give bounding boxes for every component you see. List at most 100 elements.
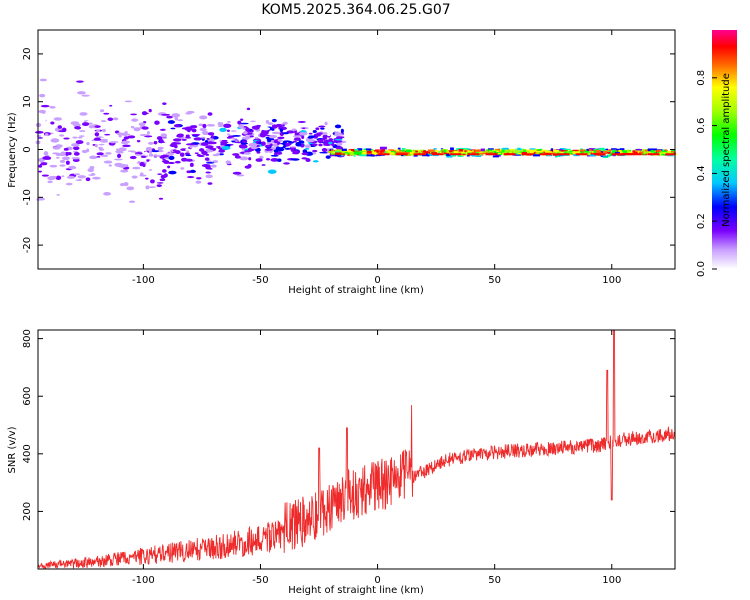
spectrogram-cell (302, 149, 308, 154)
spectrogram-cell (72, 136, 78, 139)
x-tick-label: 50 (488, 275, 501, 286)
spectrogram-cell (502, 147, 509, 150)
spectrogram-cell (65, 182, 73, 186)
spectrogram-cell (349, 152, 354, 155)
spectrogram-cell (56, 194, 61, 196)
spectrogram-cell (72, 158, 80, 162)
spectrogram-cell (105, 152, 112, 155)
spectrogram-cell (644, 149, 648, 152)
spectrogram-cell (174, 116, 179, 121)
spectrogram-cell (317, 138, 324, 144)
spectrogram-cell (47, 180, 53, 184)
spectrogram-cell (637, 150, 641, 154)
spectrogram-cell (94, 125, 101, 128)
spectrogram-cell (232, 153, 240, 156)
spectrogram-cell (129, 155, 137, 160)
spectrogram-cell (264, 144, 271, 148)
spectrogram-cell (117, 153, 122, 159)
spectrogram-cell (122, 144, 131, 148)
spectrogram-cell (68, 165, 77, 170)
spectrogram-cell (57, 125, 62, 129)
spectrogram-cell (59, 134, 65, 137)
spectrogram-cell (86, 148, 90, 153)
spectrogram-cell (207, 182, 213, 185)
spectrogram-cell (221, 137, 228, 141)
spectrogram-cell (471, 151, 476, 155)
spectrogram-cell (210, 135, 215, 139)
spectrogram-cell (471, 149, 477, 152)
snr-x-label: Height of straight line (km) (288, 585, 424, 596)
spectrogram-cell (191, 150, 201, 153)
spectrogram-cell (460, 151, 465, 154)
spectrogram-cell (322, 132, 328, 136)
spectrogram-cell (612, 154, 616, 157)
spectrogram-cell (389, 151, 395, 153)
y-tick-label: 20 (22, 48, 33, 61)
spectrogram-cell (201, 130, 209, 135)
spectrogram-cell (169, 143, 178, 148)
spectrogram-cell (241, 140, 247, 143)
spectrogram-cell (219, 127, 227, 132)
colorbar-label: Normalized spectral amplitude (721, 73, 732, 227)
spectrogram-cell (583, 149, 588, 152)
spectrogram-cell (278, 144, 284, 148)
spectrogram-cell (470, 151, 474, 153)
spectrogram-cell (366, 154, 373, 157)
spectrogram-cell (34, 130, 44, 134)
spectrogram-cell (73, 163, 78, 166)
spectrogram-cell (176, 134, 184, 138)
spectrogram-cell (281, 124, 286, 127)
spectrogram-cell (277, 136, 285, 140)
spectrogram-cell (635, 148, 642, 151)
spectrogram-cell (63, 137, 70, 140)
spectrogram-cell (409, 151, 414, 154)
spectrogram-cell (504, 150, 508, 153)
spectrogram-cell (492, 150, 500, 153)
spectrogram-cell (448, 150, 454, 153)
spectrogram-cell (545, 151, 552, 153)
spectrogram-cell (240, 122, 249, 125)
spectrogram-cell (374, 153, 377, 157)
spectrogram-cell (354, 152, 361, 155)
spectrogram-cell (193, 137, 202, 141)
spectrogram-cell (569, 150, 573, 152)
spectrogram-cell (187, 130, 191, 133)
spectrogram-cell (359, 154, 366, 157)
spectrogram-cell (100, 140, 109, 143)
x-tick-label: 0 (374, 575, 380, 586)
spectrogram-cell (116, 148, 120, 151)
spectrogram-cell (242, 130, 248, 135)
spectrogram-cell (120, 169, 129, 173)
spectrogram-cell (460, 149, 468, 153)
spectrogram-cell (607, 149, 613, 151)
y-tick-label: -10 (22, 189, 33, 205)
spectrogram-cell (159, 139, 164, 143)
spectrogram-cell (120, 116, 129, 120)
spectrogram-cell (293, 137, 301, 141)
spectrogram-cell (185, 143, 195, 146)
spectrogram-cell (450, 147, 454, 151)
spectrogram-cell (227, 133, 231, 136)
spectrogram-cell (206, 123, 216, 127)
spectrogram-cell (88, 125, 95, 129)
x-tick-label: 0 (374, 275, 380, 286)
spectrogram-cell (37, 137, 43, 139)
spectrogram-cell (189, 169, 196, 173)
spectrogram-cell (270, 158, 279, 162)
spectrogram-cell (100, 109, 105, 113)
spectrogram-cell (312, 160, 319, 163)
spectrogram-cell (492, 155, 499, 158)
spectrogram-cell (419, 149, 425, 152)
spectrogram-cell (108, 164, 112, 167)
spectrogram-cell (292, 150, 300, 155)
spectrogram-cell (189, 162, 194, 167)
spectrogram-cell (341, 148, 347, 151)
spectrogram-cell (39, 93, 46, 98)
x-tick-label: 50 (488, 575, 501, 586)
spectrogram-cell (423, 150, 427, 153)
spectrogram-cell (273, 140, 278, 143)
spectrogram-cell (482, 151, 489, 153)
y-tick-label: 400 (22, 444, 33, 463)
spectrogram-cell (186, 176, 195, 179)
snr-series-line (37, 329, 676, 570)
